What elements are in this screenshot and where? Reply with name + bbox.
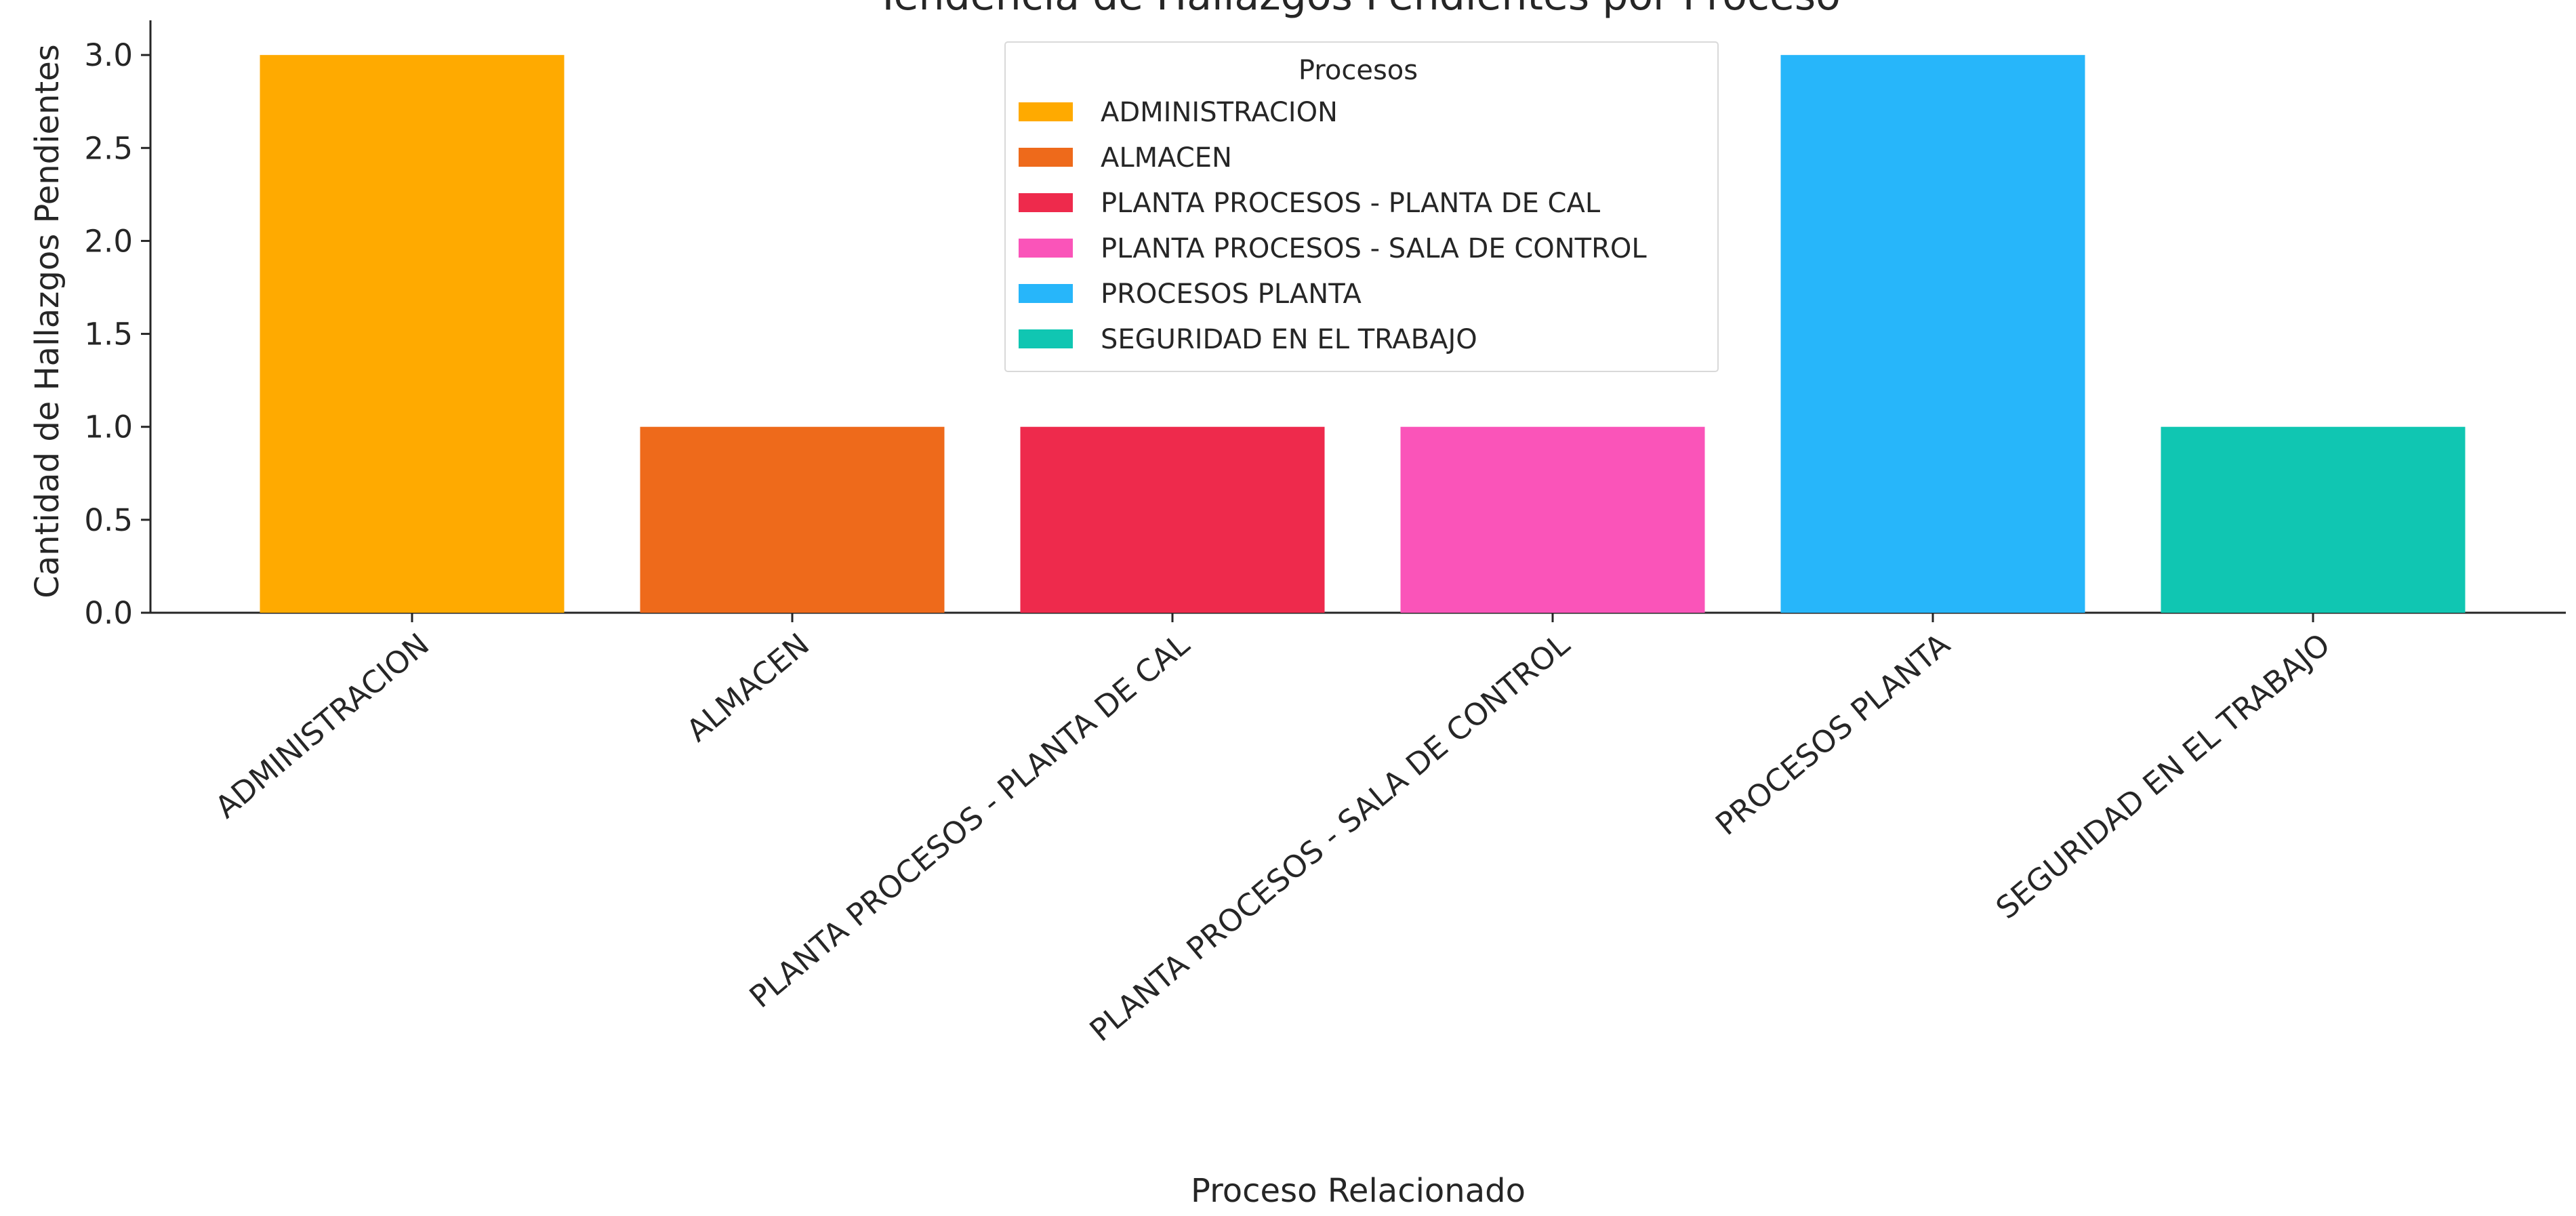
- x-tick-label: SEGURIDAD EN EL TRABAJO: [1989, 626, 2337, 926]
- y-axis-label: Cantidad de Hallazgos Pendientes: [28, 44, 66, 599]
- legend-swatch: [1019, 284, 1073, 303]
- legend-swatch: [1019, 193, 1073, 212]
- legend-swatch: [1019, 239, 1073, 258]
- x-tick-label: ADMINISTRACION: [208, 626, 436, 826]
- legend-title: Procesos: [1299, 55, 1418, 86]
- bar: [1400, 426, 1705, 613]
- y-tick-label: 0.5: [84, 502, 133, 538]
- legend-entry-label: ALMACEN: [1101, 142, 1232, 174]
- x-tick-label: PLANTA PROCESOS - PLANTA DE CAL: [743, 626, 1196, 1015]
- y-tick-label: 1.0: [84, 409, 133, 445]
- legend-swatch: [1019, 329, 1073, 348]
- legend-entry-label: ADMINISTRACION: [1101, 97, 1338, 128]
- bar: [2161, 426, 2466, 613]
- legend-entry-label: SEGURIDAD EN EL TRABAJO: [1101, 324, 1477, 355]
- chart-title: Tendencia de Hallazgos Pendientes por Pr…: [875, 0, 1841, 20]
- x-axis-label: Proceso Relacionado: [1191, 1172, 1526, 1210]
- legend-swatch: [1019, 102, 1073, 121]
- bar: [640, 426, 945, 613]
- legend-entry-label: PLANTA PROCESOS - PLANTA DE CAL: [1101, 188, 1601, 219]
- bars: [260, 55, 2466, 613]
- legend-swatch: [1019, 148, 1073, 167]
- y-tick-label: 3.0: [84, 37, 133, 73]
- bar: [1020, 426, 1325, 613]
- y-tick-label: 1.5: [84, 317, 133, 352]
- bar: [260, 55, 565, 613]
- y-tick-label: 2.5: [84, 130, 133, 166]
- y-tick-labels: 0.0 0.5 1.0 1.5 2.0 2.5 3.0: [84, 37, 150, 631]
- chart-title-group: Tendencia de Hallazgos Pendientes por Pr…: [875, 0, 1841, 20]
- y-tick-label: 2.0: [84, 223, 133, 259]
- x-tick-label: PROCESOS PLANTA: [1709, 626, 1957, 843]
- legend-frame: [1004, 41, 1719, 372]
- legend-entry-label: PROCESOS PLANTA: [1101, 279, 1362, 310]
- y-tick-label: 0.0: [84, 595, 133, 631]
- legend-entry-label: PLANTA PROCESOS - SALA DE CONTROL: [1101, 233, 1647, 264]
- legend: Procesos ADMINISTRACION ALMACEN PLANTA PROC…: [1004, 41, 1719, 372]
- bar: [1780, 55, 2085, 613]
- x-tick-label: PLANTA PROCESOS - SALA DE CONTROL: [1083, 626, 1576, 1049]
- x-tick-label: ALMACEN: [680, 626, 816, 749]
